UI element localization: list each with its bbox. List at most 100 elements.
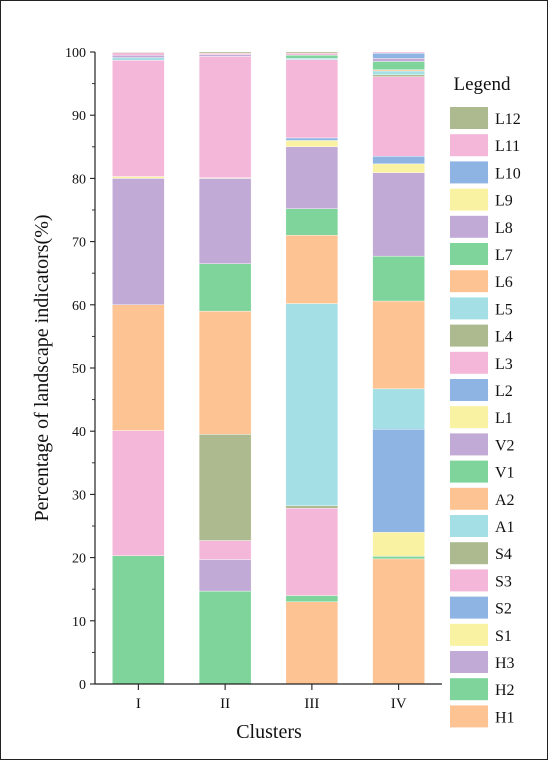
bar-segment-v1-iv (372, 255, 425, 302)
bar-segment-l10-iv (372, 53, 425, 59)
y-tick-label-0: 0 (79, 678, 86, 693)
y-tick-label-80: 80 (72, 172, 86, 187)
legend-label-l1: L1 (495, 410, 513, 427)
legend-label-v2: V2 (495, 437, 515, 454)
bar-segment-s4-ii (198, 434, 252, 541)
legend: Legend L12 L11 L10 L9 L8 L7 L6 L5 L4 L3 L2 L1 V2 V1 A2… (450, 74, 521, 728)
legend-swatch-s4 (450, 542, 488, 565)
legend-swatch-l5 (450, 297, 488, 320)
bar-segment-l8-ii (198, 54, 252, 57)
legend-label-l6: L6 (495, 274, 513, 291)
legend-swatch-l4 (450, 324, 488, 347)
legend-label-h1: H1 (495, 709, 515, 726)
legend-swatch-l2 (450, 379, 488, 401)
bar-segment-h2-i (112, 555, 165, 685)
bar-segment-a2-iii (285, 235, 339, 304)
legend-label-l2: L2 (495, 383, 513, 400)
legend-title: Legend (454, 74, 511, 95)
bar-segment-a2-ii (198, 310, 252, 435)
legend-swatch-h2 (450, 678, 488, 701)
bars-group (112, 51, 425, 685)
bar-segment-l12-iii (285, 51, 339, 54)
legend-swatch-l8 (450, 215, 488, 238)
bar-segment-l12-i (112, 51, 165, 53)
legend-label-v1: V1 (495, 465, 515, 482)
bar-segment-l3-ii (198, 56, 252, 178)
bar-segment-l7-iv (372, 61, 425, 70)
legend-label-l4: L4 (495, 329, 513, 346)
legend-swatch-l7 (450, 243, 488, 265)
legend-label-s2: S2 (495, 601, 512, 618)
bar-segment-a1-iii (285, 303, 339, 506)
bar-segment-l7-iii (285, 54, 339, 59)
bar-segment-l11-iii (285, 53, 339, 56)
y-tick-label-50: 50 (72, 362, 86, 377)
y-tick-label-60: 60 (72, 299, 86, 314)
bar-segment-l1-iv (372, 163, 425, 173)
legend-swatch-l6 (450, 270, 488, 293)
x-tick-label-ii: II (220, 696, 230, 712)
bar-segment-h3-ii (198, 559, 252, 592)
x-axis-label: Clusters (236, 721, 302, 743)
legend-swatch-l12 (450, 107, 488, 129)
bar-segment-l8-i (112, 54, 165, 58)
legend-swatch-v1 (450, 460, 488, 483)
legend-swatch-l3 (450, 351, 488, 374)
bar-segment-l11-iv (372, 51, 425, 54)
legend-swatch-a1 (450, 515, 488, 537)
legend-label-l3: L3 (495, 356, 513, 373)
bar-segment-v1-iii (285, 208, 339, 236)
bar-segment-h2-iii (285, 595, 339, 603)
bar-segment-s1-iv (372, 532, 425, 557)
legend-label-s4: S4 (495, 546, 512, 563)
legend-swatch-s3 (450, 569, 488, 592)
bar-segment-v2-ii (198, 178, 252, 264)
bar-segment-v2-iv (372, 172, 425, 257)
bar-segment-s4-iii (285, 505, 339, 509)
legend-swatch-l1 (450, 406, 488, 429)
bar-segment-l3-i (112, 60, 165, 177)
legend-label-l9: L9 (495, 193, 513, 210)
legend-swatch-l11 (450, 134, 488, 157)
bar-segment-h1-iii (285, 601, 339, 685)
legend-label-s1: S1 (495, 628, 512, 645)
legend-swatch-s2 (450, 596, 488, 619)
y-tick-label-100: 100 (65, 46, 86, 61)
legend-label-l5: L5 (495, 301, 513, 318)
bar-segment-s3-ii (198, 540, 252, 560)
y-tick-label-90: 90 (72, 109, 86, 124)
legend-label-l7: L7 (495, 247, 513, 264)
legend-swatch-s1 (450, 623, 488, 646)
bar-segment-l8-iv (372, 58, 425, 62)
bar-segment-a2-iv (372, 300, 425, 390)
x-tick-label-iv: IV (391, 696, 407, 712)
bar-segment-h2-iv (372, 556, 425, 560)
bar-segment-l3-iii (285, 59, 339, 139)
legend-label-a2: A2 (495, 492, 515, 509)
y-tick-label-10: 10 (72, 615, 86, 630)
y-axis-label: Percentage of landscape indicators(%) (31, 214, 53, 521)
legend-swatch-l9 (450, 188, 488, 211)
legend-label-h3: H3 (495, 655, 515, 672)
legend-swatch-a2 (450, 487, 488, 510)
bar-segment-v1-ii (198, 263, 252, 312)
bar-segment-l5-i (112, 57, 165, 61)
bar-segment-s3-i (112, 430, 165, 556)
legend-label-l11: L11 (495, 138, 520, 155)
bar-segment-l1-iii (285, 140, 339, 147)
bar-segment-a1-iv (372, 388, 425, 430)
bar-segment-l5-iv (372, 70, 425, 75)
bar-segment-l2-iv (372, 156, 425, 165)
bar-segment-l4-iv (372, 74, 425, 77)
y-tick-label-30: 30 (72, 488, 86, 503)
legend-label-l10: L10 (495, 165, 521, 182)
bar-segment-a2-i (112, 304, 165, 431)
x-tick-label-i: I (136, 696, 141, 712)
y-tick-label-40: 40 (72, 425, 86, 440)
legend-swatch-h1 (450, 705, 488, 728)
legend-label-l12: L12 (495, 111, 521, 128)
x-tick-label-iii: III (304, 696, 319, 712)
legend-swatch-v2 (450, 433, 488, 456)
bar-segment-l3-iv (372, 76, 425, 157)
